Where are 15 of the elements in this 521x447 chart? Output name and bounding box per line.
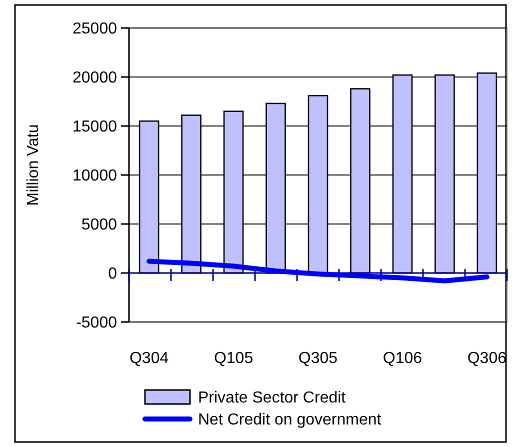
y-tick-label: 10000: [72, 168, 118, 185]
x-tick-label: Q304: [129, 350, 169, 367]
x-tick-label: Q305: [298, 350, 338, 367]
legend-label: Private Sector Credit: [198, 390, 346, 407]
legend-label: Net Credit on government: [198, 412, 382, 429]
y-tick-label: 5000: [81, 216, 118, 234]
y-tick-label: -5000: [76, 314, 118, 332]
y-tick-label: 15000: [72, 118, 118, 136]
y-tick-label: 20000: [72, 70, 118, 87]
y-axis-title: Million Vatu: [25, 124, 42, 206]
x-tick-label: Q306: [467, 350, 507, 367]
y-tick-label: 25000: [72, 20, 118, 38]
x-tick-label: Q105: [214, 350, 254, 367]
y-tick-label: 0: [108, 266, 118, 283]
x-tick-label: Q106: [382, 350, 422, 367]
